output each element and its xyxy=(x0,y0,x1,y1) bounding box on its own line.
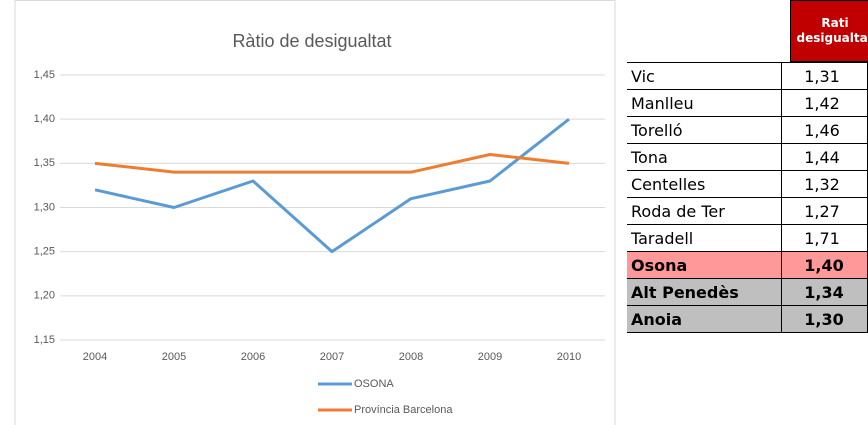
table-row: Anoia 1,30 xyxy=(627,305,868,333)
x-tick-label: 2009 xyxy=(478,351,502,363)
chart-title: Ràtio de desigualtat xyxy=(232,31,391,51)
y-tick-label: 1,45 xyxy=(34,69,55,81)
value-cell: 1,32 xyxy=(781,170,868,198)
chart-frame xyxy=(14,0,616,425)
x-tick-label: 2007 xyxy=(320,351,344,363)
table-row: Roda de Ter 1,27 xyxy=(627,197,868,225)
name-cell: Manlleu xyxy=(627,89,783,117)
y-tick-label: 1,40 xyxy=(34,113,55,125)
name-cell: Anoia xyxy=(627,305,783,333)
value-cell: 1,71 xyxy=(781,224,868,252)
x-tick-label: 2006 xyxy=(241,351,265,363)
x-tick-label: 2008 xyxy=(399,351,423,363)
y-tick-label: 1,35 xyxy=(34,157,55,169)
y-tick-label: 1,30 xyxy=(34,201,55,213)
value-cell: 1,27 xyxy=(781,197,868,225)
name-cell: Centelles xyxy=(627,170,783,198)
name-cell: Tona xyxy=(627,143,783,171)
value-cell: 1,42 xyxy=(781,89,868,117)
y-tick-label: 1,20 xyxy=(34,290,55,302)
name-cell: Vic xyxy=(627,62,783,90)
value-cell: 1,46 xyxy=(781,116,868,144)
value-cell: 1,30 xyxy=(781,305,868,333)
legend-label: OSONA xyxy=(354,378,394,390)
table-row: Alt Penedès 1,34 xyxy=(627,278,868,306)
series-line xyxy=(94,153,570,174)
table-row: Vic 1,31 xyxy=(627,62,868,90)
x-tick-label: 2004 xyxy=(83,351,107,363)
x-tick-label: 2005 xyxy=(162,351,186,363)
table-row: Taradell 1,71 xyxy=(627,224,868,252)
legend-label: Província Barcelona xyxy=(354,404,453,416)
name-cell: Alt Penedès xyxy=(627,278,783,306)
table-row: Osona 1,40 xyxy=(627,251,868,279)
table-row: Tona 1,44 xyxy=(627,143,868,171)
table-row: Torelló 1,46 xyxy=(627,116,868,144)
x-tick-label: 2010 xyxy=(557,351,581,363)
table-row: Centelles 1,32 xyxy=(627,170,868,198)
value-cell: 1,44 xyxy=(781,143,868,171)
chart: Ràtio de desigualtat 1,15 1,20 1,25 1,30 1,3… xyxy=(14,0,616,425)
name-cell: Osona xyxy=(627,251,783,279)
name-cell: Torelló xyxy=(627,116,783,144)
y-tick-label: 1,25 xyxy=(34,246,55,258)
name-cell: Taradell xyxy=(627,224,783,252)
table: Rati desigualtat Vic 1,31 Manlleu 1,42 Torel… xyxy=(627,0,868,333)
name-cell: Roda de Ter xyxy=(627,197,783,225)
table-header: Rati desigualtat xyxy=(790,0,868,62)
value-cell: 1,40 xyxy=(781,251,868,279)
y-tick-label: 1,15 xyxy=(34,334,55,346)
series-line xyxy=(94,117,570,254)
table-row: Manlleu 1,42 xyxy=(627,89,868,117)
value-cell: 1,34 xyxy=(781,278,868,306)
value-cell: 1,31 xyxy=(781,62,868,90)
